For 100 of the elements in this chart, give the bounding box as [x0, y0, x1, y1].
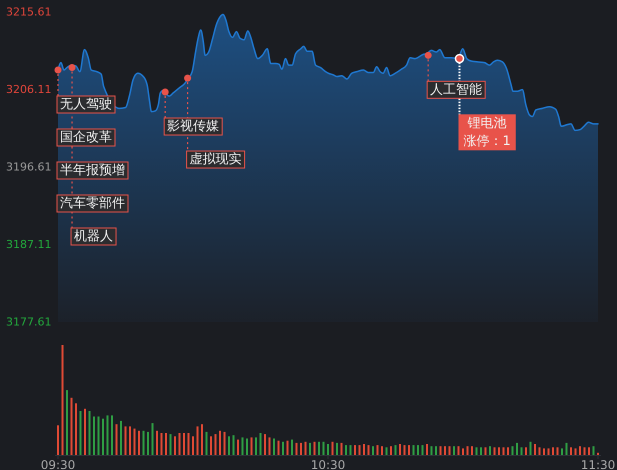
bar: [84, 408, 86, 455]
bar: [273, 438, 275, 455]
bar: [574, 448, 577, 455]
bar: [520, 447, 523, 455]
y-tick-label: 3206.11: [6, 83, 52, 96]
bar: [368, 445, 370, 455]
bar: [511, 446, 514, 455]
bar: [386, 447, 388, 455]
bar: [588, 447, 590, 455]
bar: [178, 433, 180, 455]
bar: [295, 442, 298, 455]
bar: [422, 445, 424, 455]
bar: [219, 430, 221, 455]
bar: [237, 440, 240, 455]
bar: [66, 390, 68, 455]
bar: [399, 444, 402, 455]
bar: [592, 446, 594, 455]
bar: [412, 445, 415, 455]
bar: [146, 432, 149, 455]
bar: [534, 444, 536, 455]
bar: [278, 440, 280, 455]
annotation: 国企改革: [60, 130, 112, 146]
bar: [476, 447, 478, 455]
bar: [264, 434, 266, 455]
bar: [129, 426, 132, 455]
bar: [381, 446, 383, 455]
bar: [332, 442, 334, 455]
bar: [192, 436, 194, 455]
annotation: 锂电池涨停：1: [463, 116, 511, 149]
bar: [124, 426, 126, 455]
bar: [552, 447, 554, 455]
bar: [170, 434, 172, 455]
bar: [206, 432, 208, 455]
bar: [543, 448, 545, 455]
bar: [578, 446, 581, 455]
bar: [354, 445, 356, 455]
bar: [538, 447, 540, 455]
bar: [241, 437, 244, 455]
bar: [403, 445, 406, 455]
bar: [426, 444, 428, 455]
bar: [200, 424, 203, 455]
bar: [457, 446, 460, 455]
bar: [70, 398, 72, 455]
annotation: 无人驾驶: [60, 97, 112, 112]
bar: [322, 442, 324, 455]
bar: [75, 403, 78, 455]
annotation: 人工智能: [430, 82, 482, 98]
bar: [362, 444, 365, 455]
bar: [304, 442, 307, 455]
bar: [494, 447, 496, 455]
bar: [524, 447, 527, 455]
annotation: 影视传媒: [167, 119, 220, 134]
bar: [530, 442, 532, 455]
bar: [498, 447, 500, 455]
bar: [260, 433, 262, 455]
bar: [165, 433, 167, 455]
bar: [376, 445, 378, 455]
bar: [584, 447, 586, 455]
bar: [300, 442, 302, 455]
bar: [372, 446, 374, 455]
bar: [214, 434, 216, 455]
y-tick-label: 3177.61: [6, 316, 52, 328]
bar: [444, 446, 446, 455]
annotation: 虚拟现实: [190, 152, 242, 168]
bar: [484, 447, 486, 455]
bar: [92, 416, 95, 455]
bar: [507, 447, 510, 455]
bar: [254, 437, 257, 455]
bar: [470, 446, 473, 455]
bar: [286, 440, 288, 455]
bar: [62, 345, 64, 455]
bar: [196, 426, 199, 455]
bar: [390, 446, 392, 455]
bar: [336, 442, 338, 455]
bar: [548, 448, 550, 455]
bar: [79, 411, 82, 455]
bar: [430, 446, 432, 455]
x-tick-label: 10:30: [310, 458, 346, 470]
bar: [268, 437, 270, 455]
bar: [570, 447, 572, 455]
bar: [210, 436, 212, 455]
bar: [187, 433, 190, 455]
bar: [224, 432, 226, 455]
bar: [120, 420, 122, 455]
bar: [318, 442, 320, 455]
bar: [174, 436, 176, 455]
bar: [282, 442, 284, 455]
annotation: 半年报预增: [60, 163, 125, 178]
bar: [394, 445, 396, 455]
bar: [416, 445, 419, 455]
bar: [142, 430, 145, 455]
bar: [250, 437, 253, 455]
bar: [516, 442, 518, 455]
annotation: 汽车零部件: [60, 196, 125, 212]
bar: [327, 444, 329, 455]
bar: [408, 445, 410, 455]
bar: [453, 446, 456, 455]
bar: [156, 430, 158, 455]
bar: [111, 415, 113, 455]
bar: [152, 423, 154, 455]
